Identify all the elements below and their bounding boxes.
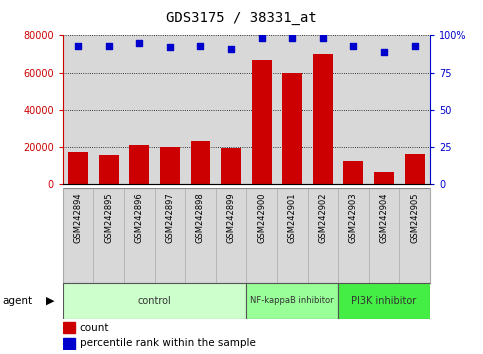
Bar: [160, 147, 180, 184]
Bar: [405, 154, 425, 184]
Point: [319, 35, 327, 41]
Bar: [252, 59, 271, 184]
Text: GSM242898: GSM242898: [196, 193, 205, 243]
Bar: [190, 141, 211, 184]
Text: GSM242903: GSM242903: [349, 193, 358, 243]
Text: ▶: ▶: [46, 296, 55, 306]
Point: [288, 35, 296, 41]
Point: [105, 43, 113, 48]
Bar: [282, 73, 302, 184]
Bar: [313, 54, 333, 184]
Text: GSM242905: GSM242905: [410, 193, 419, 243]
Point: [227, 46, 235, 52]
Point: [380, 49, 388, 55]
Bar: [63, 322, 75, 333]
FancyBboxPatch shape: [63, 283, 246, 319]
Text: GSM242897: GSM242897: [165, 193, 174, 243]
Bar: [374, 172, 394, 184]
Text: count: count: [80, 322, 109, 332]
Text: GSM242901: GSM242901: [288, 193, 297, 243]
Bar: [129, 145, 149, 184]
Point: [166, 45, 174, 50]
Text: GSM242896: GSM242896: [135, 193, 144, 243]
Point: [197, 43, 204, 48]
Bar: [68, 153, 88, 184]
Bar: [221, 148, 241, 184]
Text: GSM242895: GSM242895: [104, 193, 113, 243]
Point: [411, 43, 418, 48]
Text: GSM242902: GSM242902: [318, 193, 327, 243]
Point: [135, 40, 143, 46]
Point: [74, 43, 82, 48]
FancyBboxPatch shape: [338, 283, 430, 319]
Text: NF-kappaB inhibitor: NF-kappaB inhibitor: [250, 296, 334, 306]
Point: [350, 43, 357, 48]
Text: GDS3175 / 38331_at: GDS3175 / 38331_at: [166, 11, 317, 25]
Text: GSM242900: GSM242900: [257, 193, 266, 243]
Point: [258, 35, 266, 41]
Text: GSM242904: GSM242904: [380, 193, 388, 243]
Text: agent: agent: [2, 296, 32, 306]
Text: PI3K inhibitor: PI3K inhibitor: [351, 296, 417, 306]
Text: percentile rank within the sample: percentile rank within the sample: [80, 338, 256, 348]
Bar: [343, 161, 363, 184]
Bar: [63, 338, 75, 349]
Bar: [99, 155, 119, 184]
Text: GSM242894: GSM242894: [73, 193, 83, 243]
Text: control: control: [138, 296, 171, 306]
FancyBboxPatch shape: [246, 283, 338, 319]
Text: GSM242899: GSM242899: [227, 193, 236, 243]
